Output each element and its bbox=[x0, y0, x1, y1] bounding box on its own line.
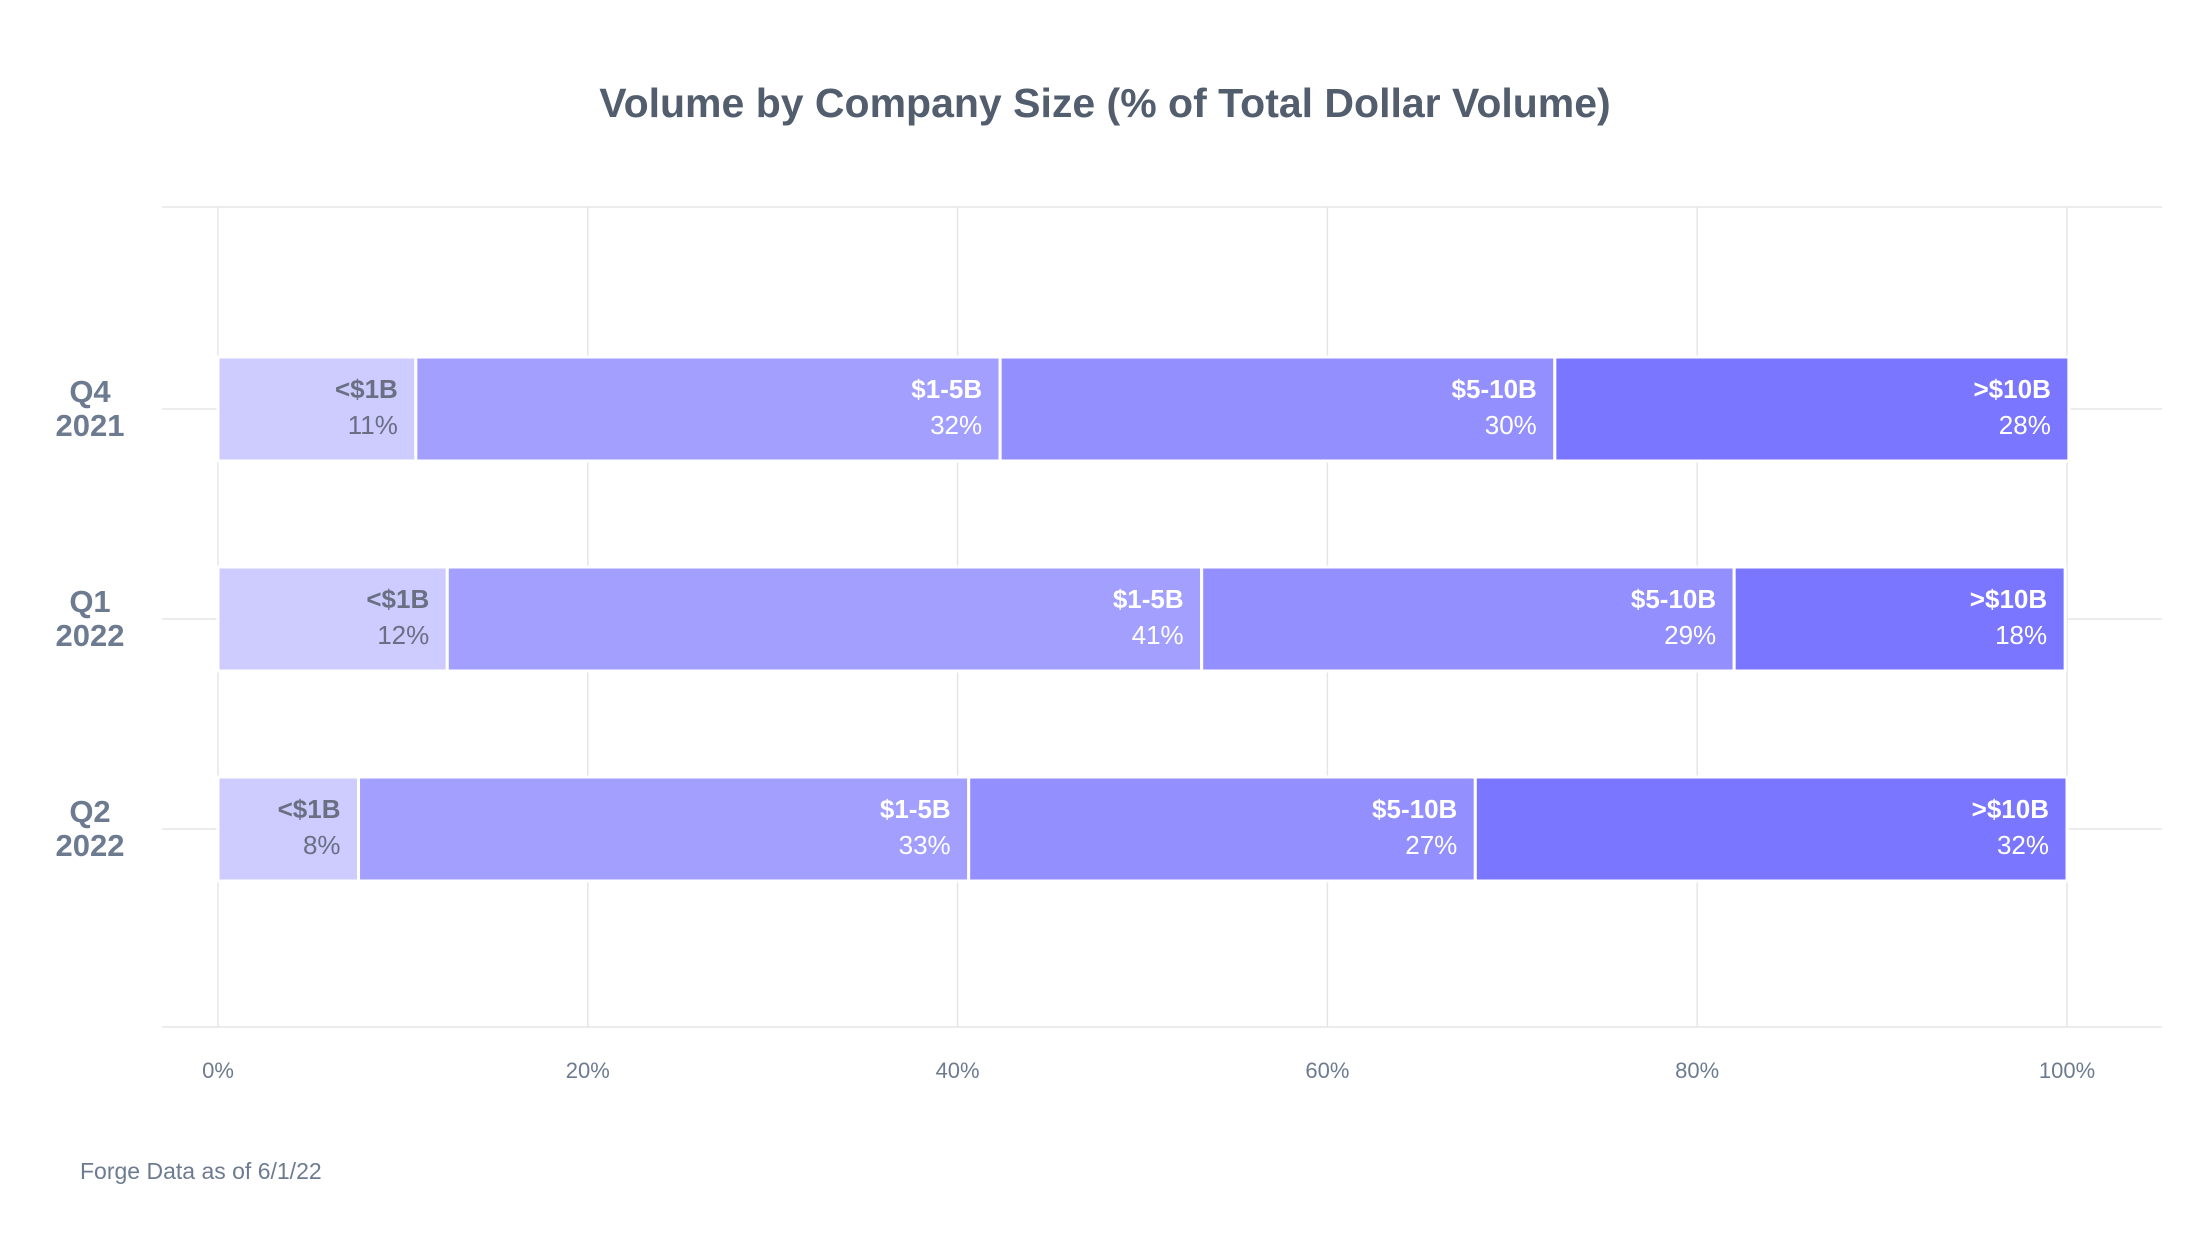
bar-segment bbox=[1200, 565, 1736, 673]
data-label: 8% bbox=[303, 830, 341, 860]
data-label: 32% bbox=[930, 410, 982, 440]
bar-segment bbox=[1553, 355, 2071, 463]
segment-name: $1-5B bbox=[880, 794, 951, 824]
x-tick-label: 80% bbox=[1675, 1058, 1719, 1083]
segment-name: <$1B bbox=[366, 584, 429, 614]
bar-segment bbox=[1473, 775, 2069, 883]
footnote: Forge Data as of 6/1/22 bbox=[80, 1158, 322, 1184]
segment-name: $5-10B bbox=[1452, 374, 1537, 404]
segment-name: $5-10B bbox=[1631, 584, 1716, 614]
bar-segment bbox=[357, 775, 971, 883]
segment-name: $5-10B bbox=[1372, 794, 1457, 824]
data-label: 41% bbox=[1132, 620, 1184, 650]
data-label: 11% bbox=[348, 410, 398, 440]
x-tick-label: 40% bbox=[936, 1058, 980, 1083]
data-label: 33% bbox=[899, 830, 951, 860]
segment-name: <$1B bbox=[278, 794, 341, 824]
x-tick-label: 20% bbox=[566, 1058, 610, 1083]
y-tick-label: Q2 2022 bbox=[55, 794, 125, 863]
y-tick-label: Q4 2021 bbox=[55, 374, 125, 443]
data-label: 30% bbox=[1485, 410, 1537, 440]
bar-segment bbox=[216, 775, 361, 883]
segment-name: >$10B bbox=[1972, 794, 2049, 824]
x-tick-label: 0% bbox=[202, 1058, 234, 1083]
bar-segment bbox=[216, 355, 418, 463]
y-tick-label: Q1 2022 bbox=[55, 584, 125, 653]
data-label: 32% bbox=[1997, 830, 2049, 860]
segment-name: <$1B bbox=[335, 374, 398, 404]
x-tick-label: 60% bbox=[1305, 1058, 1349, 1083]
segment-name: >$10B bbox=[1974, 374, 2051, 404]
segment-name: $1-5B bbox=[1113, 584, 1184, 614]
data-label: 18% bbox=[1995, 620, 2047, 650]
bar-segment bbox=[998, 355, 1557, 463]
chart-title: Volume by Company Size (% of Total Dolla… bbox=[599, 80, 1610, 126]
data-label: 28% bbox=[1999, 410, 2051, 440]
bar-segment bbox=[967, 775, 1477, 883]
data-label: 27% bbox=[1405, 830, 1457, 860]
segment-name: >$10B bbox=[1970, 584, 2047, 614]
bar-segment bbox=[445, 565, 1204, 673]
data-label: 12% bbox=[377, 620, 429, 650]
bar-segment bbox=[216, 565, 449, 673]
segment-name: $1-5B bbox=[911, 374, 982, 404]
data-label: 29% bbox=[1664, 620, 1716, 650]
bar-segment bbox=[1732, 565, 2067, 673]
bar-segment bbox=[414, 355, 1002, 463]
x-tick-label: 100% bbox=[2039, 1058, 2095, 1083]
